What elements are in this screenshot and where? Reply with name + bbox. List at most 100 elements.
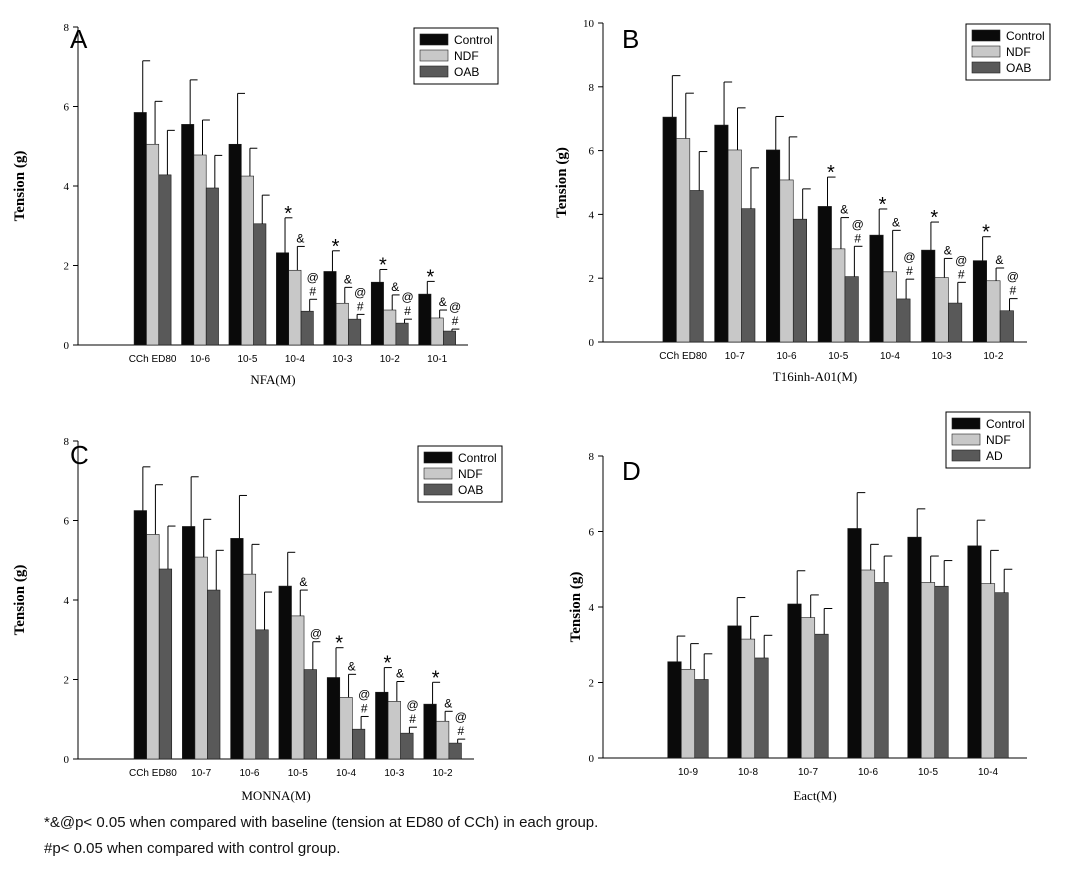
significance-marker: & <box>892 215 900 229</box>
legend-swatch-oab <box>423 483 453 496</box>
significance-marker: @ <box>852 217 864 231</box>
bar-control-2 <box>787 603 802 759</box>
significance-marker: @ <box>955 253 967 267</box>
significance-marker: * <box>982 222 990 244</box>
x-tick-label: 10-8 <box>738 767 758 778</box>
footnote-significance-control: #p< 0.05 when compared with control grou… <box>44 840 341 857</box>
bar-control-2 <box>766 149 781 343</box>
bar-oab-2 <box>792 218 807 343</box>
y-tick-label: 8 <box>64 436 70 448</box>
x-tick-label: 10-9 <box>678 767 698 778</box>
x-tick-label: 10-6 <box>858 767 878 778</box>
legend-label-control: Control <box>986 417 1025 431</box>
significance-marker: & <box>296 231 304 245</box>
y-tick-label: 4 <box>64 595 70 607</box>
x-tick-label: 10-3 <box>384 768 404 779</box>
bar-oab-4 <box>348 318 362 346</box>
bar-control-2 <box>228 143 242 346</box>
significance-marker: * <box>426 266 434 288</box>
bar-oab-1 <box>741 208 756 343</box>
bar-oab-4 <box>896 298 911 343</box>
footnote-significance-baseline: *&@p< 0.05 when compared with baseline (… <box>44 814 599 831</box>
y-tick-label: 6 <box>64 516 70 528</box>
bar-ndf-1 <box>727 149 742 343</box>
y-axis-title: Tension (g) <box>12 565 28 636</box>
bar-ndf-4 <box>920 582 936 759</box>
bar-control-0 <box>133 510 147 760</box>
legend-swatch-ndf <box>971 45 1001 58</box>
x-tick-label: CCh ED80 <box>129 354 177 365</box>
bar-ndf-2 <box>779 179 794 343</box>
legend-label-oab: OAB <box>458 483 483 497</box>
bar-control-5 <box>921 249 936 343</box>
y-tick-label: 10 <box>583 18 595 30</box>
bar-ndf-0 <box>146 143 160 346</box>
bar-oab-0 <box>158 568 173 760</box>
bar-ndf-4 <box>882 271 897 343</box>
x-tick-label: 10-5 <box>828 351 848 362</box>
bar-oab-6 <box>443 330 456 346</box>
x-tick-label: 10-7 <box>798 767 818 778</box>
legend-swatch-ndf <box>951 433 981 446</box>
y-tick-label: 4 <box>589 602 595 614</box>
bar-control-2 <box>230 538 244 760</box>
bar-ndf-5 <box>387 701 401 760</box>
x-tick-label: 10-7 <box>725 351 745 362</box>
bar-ad-2 <box>814 633 829 759</box>
y-axis-title: Tension (g) <box>12 151 28 222</box>
legend-label-oab: OAB <box>454 65 479 79</box>
bar-ndf-2 <box>242 573 257 760</box>
legend: Control NDF OAB <box>965 23 1051 81</box>
legend-label-ad: AD <box>986 449 1003 463</box>
x-tick-label: 10-4 <box>336 768 356 779</box>
bar-ndf-6 <box>986 280 1001 343</box>
significance-marker: # <box>409 712 416 726</box>
panel-label: A <box>70 24 88 54</box>
bar-ndf-3 <box>288 269 302 346</box>
significance-marker: @ <box>406 698 418 712</box>
bar-control-1 <box>727 625 742 759</box>
significance-marker: # <box>906 264 913 278</box>
y-tick-label: 4 <box>64 181 70 193</box>
legend-label-control: Control <box>458 451 497 465</box>
significance-marker: * <box>432 667 440 689</box>
panel-b: 0 2 4 6 8 10 CCh ED80 10-7 10-6 10-5 10-4 10-3 10-2 *… <box>554 18 1051 384</box>
x-tick-label: 10-5 <box>918 767 938 778</box>
y-tick-label: 2 <box>64 261 70 273</box>
bar-control-3 <box>817 206 832 343</box>
significance-marker: @ <box>354 285 366 299</box>
significance-marker: # <box>854 231 861 245</box>
legend-label-ndf: NDF <box>1006 45 1031 59</box>
y-tick-label: 8 <box>589 451 595 463</box>
bar-control-6 <box>423 703 437 760</box>
bar-oab-6 <box>999 310 1014 343</box>
bar-ndf-3 <box>291 615 305 760</box>
x-tick-label: 10-6 <box>239 768 259 779</box>
bar-oab-3 <box>303 669 317 760</box>
y-tick-label: 2 <box>589 678 595 690</box>
legend-label-control: Control <box>1006 29 1045 43</box>
y-axis-title: Tension (g) <box>554 147 570 218</box>
bar-ndf-5 <box>383 309 397 346</box>
bar-ndf-0 <box>680 668 696 759</box>
y-tick-label: 6 <box>589 527 595 539</box>
bar-control-5 <box>967 545 982 759</box>
x-tick-label: 10-3 <box>932 351 952 362</box>
legend-swatch-control <box>971 29 1001 42</box>
x-tick-label: 10-5 <box>237 354 257 365</box>
legend-swatch-ndf <box>419 49 449 62</box>
bar-ndf-6 <box>436 720 450 760</box>
legend-label-oab: OAB <box>1006 61 1031 75</box>
bar-ad-1 <box>754 657 769 759</box>
y-tick-label: 8 <box>589 82 595 94</box>
x-tick-label: 10-4 <box>978 767 998 778</box>
significance-marker: * <box>335 633 343 655</box>
bar-ndf-3 <box>860 569 876 759</box>
significance-marker: * <box>332 236 340 258</box>
bar-oab-5 <box>948 302 963 343</box>
bar-ndf-4 <box>335 302 349 346</box>
x-tick-label: 10-1 <box>427 354 447 365</box>
bar-control-1 <box>181 124 195 346</box>
significance-marker: & <box>299 575 307 589</box>
bar-oab-5 <box>400 732 414 760</box>
